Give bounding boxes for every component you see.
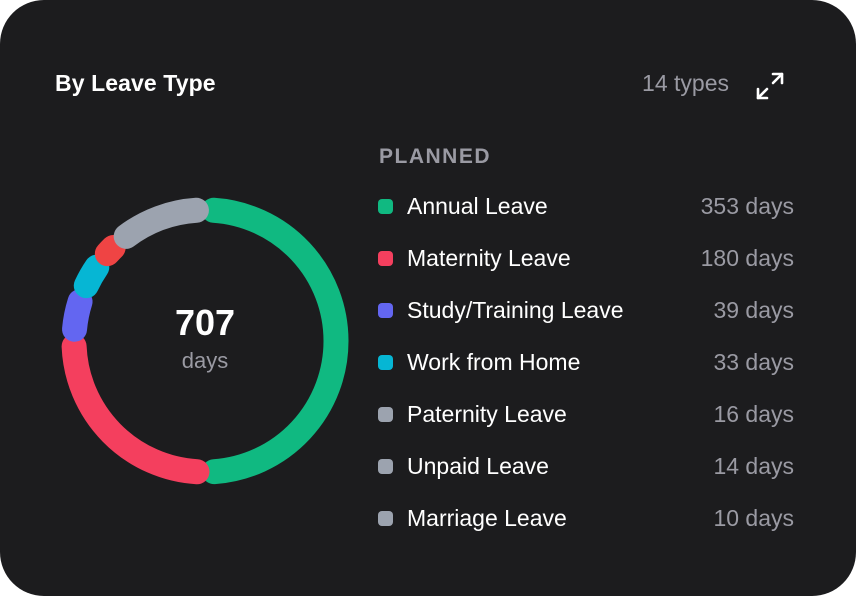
legend-item: Work from Home 33 days	[378, 336, 794, 388]
legend-label: Maternity Leave	[407, 244, 571, 271]
donut-segment	[94, 235, 126, 267]
legend-value: 14 days	[713, 452, 794, 479]
legend-value: 353 days	[700, 192, 794, 219]
legend-label: Work from Home	[407, 348, 581, 375]
legend-item: Annual Leave 353 days	[378, 180, 794, 232]
legend-value: 10 days	[713, 504, 794, 531]
type-count: 14 types	[642, 70, 729, 96]
legend-value: 180 days	[700, 244, 794, 271]
legend-swatch	[378, 510, 393, 526]
legend-label: Paternity Leave	[407, 400, 567, 427]
card-title: By Leave Type	[55, 70, 216, 96]
legend-swatch	[378, 250, 393, 266]
planned-section-label: PLANNED	[379, 145, 492, 168]
donut-segment	[201, 197, 349, 485]
legend-list: Annual Leave 353 days Maternity Leave 180 d…	[378, 180, 794, 544]
legend-value: 16 days	[713, 400, 794, 427]
legend-swatch	[378, 198, 393, 214]
expand-button[interactable]	[752, 68, 788, 104]
legend-swatch	[378, 302, 393, 318]
legend-item: Marriage Leave 10 days	[378, 492, 794, 544]
donut-segment	[62, 289, 93, 342]
legend-value: 33 days	[713, 348, 794, 375]
total-days-value: 707	[174, 302, 236, 343]
legend-swatch	[378, 406, 393, 422]
legend-item: Study/Training Leave 39 days	[378, 284, 794, 336]
legend-swatch	[378, 354, 393, 370]
legend-value: 39 days	[713, 296, 794, 323]
expand-icon	[756, 72, 784, 100]
legend-item: Unpaid Leave 14 days	[378, 440, 794, 492]
legend-label: Unpaid Leave	[407, 452, 549, 479]
donut-segment	[113, 197, 209, 249]
legend-item: Maternity Leave 180 days	[378, 232, 794, 284]
legend-label: Marriage Leave	[407, 504, 567, 531]
donut-segment	[61, 333, 210, 485]
legend-swatch	[378, 458, 393, 474]
legend-item: Paternity Leave 16 days	[378, 388, 794, 440]
legend-label: Study/Training Leave	[407, 296, 624, 323]
total-days-unit: days	[181, 348, 229, 373]
donut-chart	[61, 197, 349, 485]
donut-segment	[73, 254, 110, 299]
legend-label: Annual Leave	[407, 192, 548, 219]
